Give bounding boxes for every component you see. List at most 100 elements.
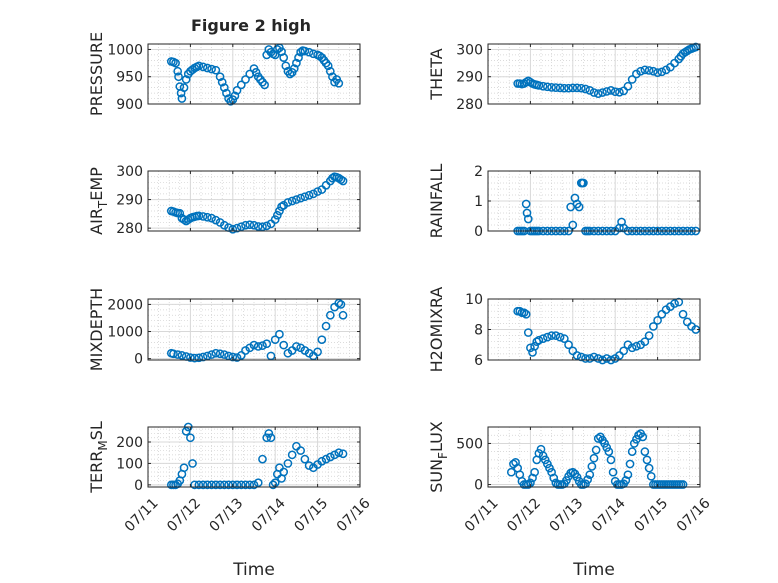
data-point (194, 61, 204, 71)
data-point (207, 480, 216, 490)
data-point (338, 449, 348, 459)
data-point (325, 452, 335, 462)
data-point (232, 86, 242, 95)
subplot-air-temp: 280 290 300 AIRTEMP (87, 164, 361, 237)
data-point (638, 432, 648, 442)
data-point (587, 462, 597, 471)
y-axis-label: THETA (427, 48, 446, 100)
data-point (323, 61, 333, 71)
data-point (564, 83, 573, 93)
data-point (279, 467, 289, 477)
y-axis-label: SUNFLUX (427, 421, 450, 493)
data-point (644, 66, 654, 75)
y-tick-label: 6 (474, 353, 483, 369)
data-point (294, 53, 303, 62)
data-point (682, 317, 692, 327)
data-point (534, 448, 544, 458)
data-point (279, 340, 289, 350)
data-point (228, 224, 238, 234)
data-point (283, 198, 293, 207)
data-point (589, 352, 599, 362)
y-tick-label: 300 (116, 164, 143, 180)
data-point (169, 349, 178, 359)
data-point (198, 62, 208, 72)
data-point (589, 453, 599, 463)
data-point (211, 348, 221, 358)
data-point (568, 346, 578, 356)
y-tick-label: 0 (134, 478, 143, 494)
data-point (555, 83, 565, 93)
data-point (173, 350, 183, 359)
data-point (292, 58, 301, 68)
data-point (253, 222, 263, 231)
data-point (678, 309, 688, 319)
data-point (551, 331, 561, 340)
y-tick-label: 290 (116, 193, 143, 209)
data-point (538, 81, 548, 91)
y-tick-label: 280 (116, 221, 143, 237)
data-point (219, 350, 229, 359)
data-point (228, 480, 238, 490)
y-tick-label: 2000 (107, 297, 143, 313)
y-axis-label-rest: SL (87, 421, 106, 440)
data-point (194, 211, 204, 221)
data-point (207, 350, 216, 359)
data-series (513, 42, 701, 98)
y-axis-label-rest: EMP (87, 167, 106, 201)
data-point (249, 480, 259, 490)
data-point (258, 454, 267, 464)
y-axis-label: PRESSURE (87, 32, 106, 116)
data-point (287, 450, 297, 460)
data-point (275, 329, 284, 339)
data-point (262, 433, 272, 443)
data-point (188, 459, 197, 468)
data-point (194, 480, 204, 490)
data-point (219, 480, 229, 490)
data-point (543, 459, 552, 469)
subplot-rainfall: 0 1 2 RAINFALL (427, 164, 701, 240)
data-point (534, 81, 544, 90)
y-tick-label: 280 (456, 97, 483, 113)
data-point (519, 308, 529, 318)
data-point (258, 341, 267, 350)
data-point (285, 69, 295, 79)
data-point (540, 455, 550, 465)
data-point (581, 354, 590, 363)
data-point (232, 353, 242, 362)
data-point (207, 64, 216, 74)
y-tick-label: 0 (474, 224, 483, 240)
data-point (321, 321, 331, 331)
y-tick-label: 1000 (107, 325, 143, 341)
data-point (619, 346, 629, 356)
y-axis-label-subscript: T (96, 200, 110, 209)
data-point (653, 316, 662, 325)
data-point (253, 342, 263, 351)
data-point (292, 342, 301, 351)
data-point (593, 354, 603, 363)
data-point (207, 213, 216, 223)
data-point (581, 84, 590, 94)
data-point (585, 86, 595, 95)
axes-box (487, 426, 701, 488)
data-point (534, 335, 544, 345)
data-point (585, 354, 595, 363)
data-point (646, 471, 656, 481)
data-point (262, 221, 272, 231)
data-point (538, 334, 548, 343)
data-point (313, 347, 322, 357)
data-point (174, 72, 183, 82)
data-point (260, 80, 269, 90)
data-point (583, 475, 592, 484)
data-point (179, 463, 189, 473)
data-point (568, 83, 578, 93)
data-point (211, 480, 221, 490)
data-point (300, 454, 310, 464)
data-point (678, 480, 688, 489)
data-point (338, 310, 348, 320)
data-point (226, 96, 236, 106)
data-series (166, 172, 348, 234)
data-point (644, 331, 654, 340)
data-point (562, 476, 571, 485)
data-point (175, 208, 185, 218)
data-point (334, 448, 344, 458)
